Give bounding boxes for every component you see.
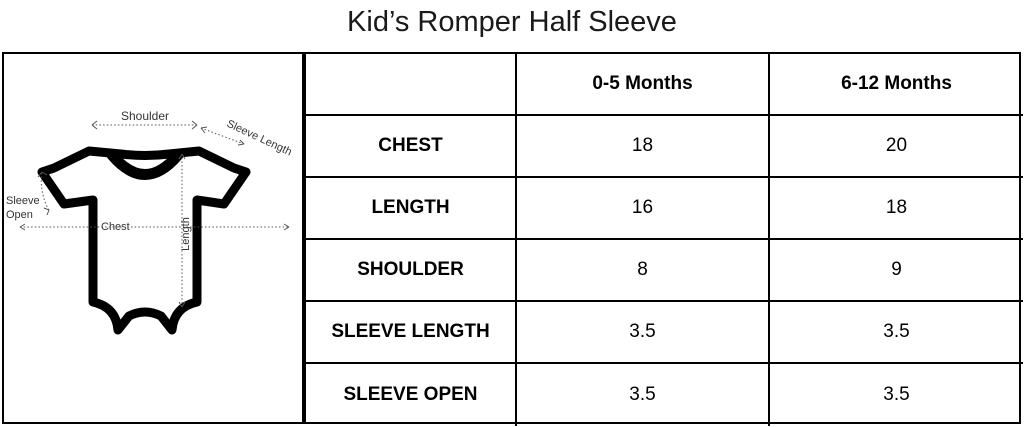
svg-text:Sleeve: Sleeve <box>6 195 40 207</box>
svg-text:Sleeve Length: Sleeve Length <box>225 118 294 159</box>
svg-text:Shoulder: Shoulder <box>121 109 169 123</box>
svg-text:Length: Length <box>180 217 192 251</box>
svg-text:Open: Open <box>6 209 33 221</box>
